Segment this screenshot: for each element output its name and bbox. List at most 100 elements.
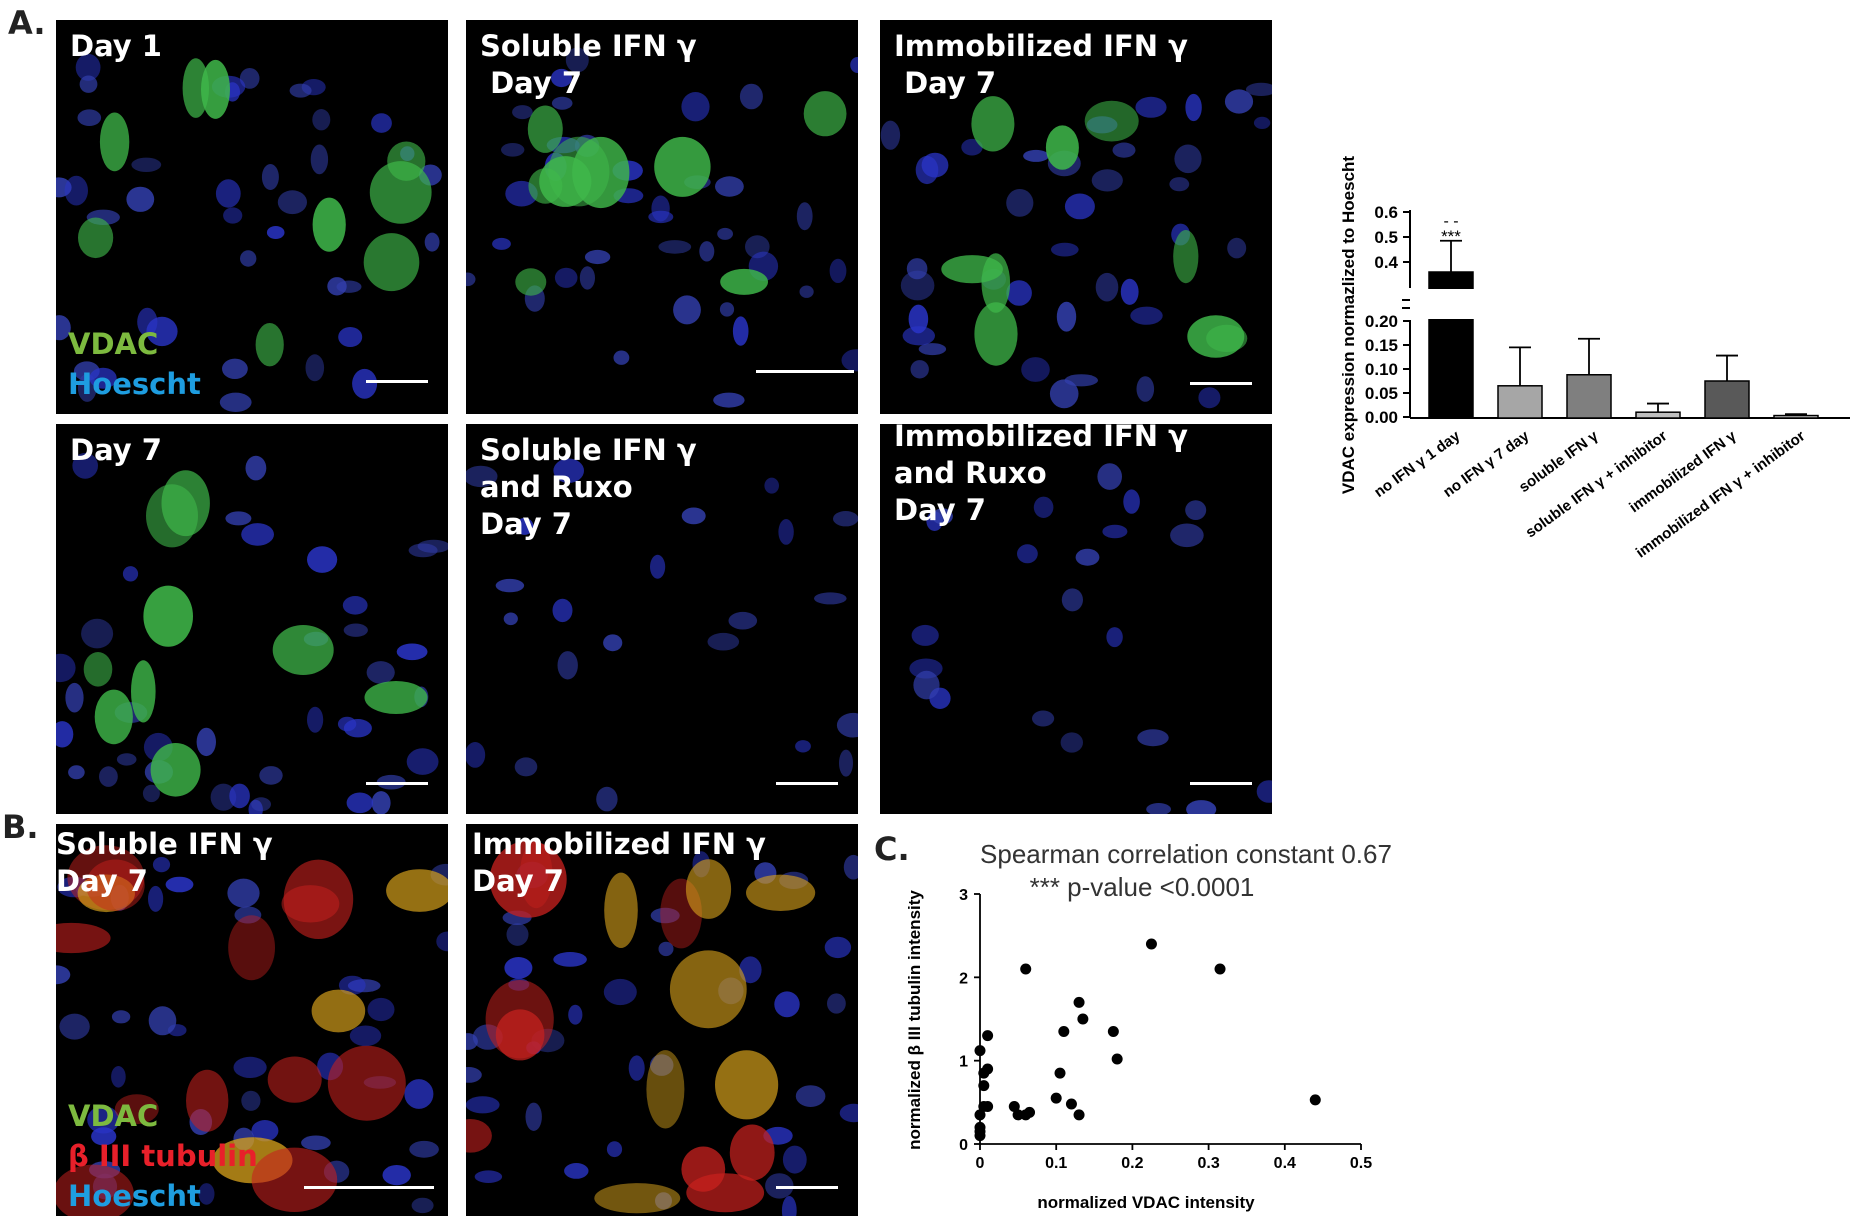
nucleus (1135, 96, 1167, 118)
nucleus (681, 507, 706, 525)
scale-bar (1190, 782, 1252, 785)
vdac-cell (1045, 125, 1079, 170)
nucleus (343, 623, 368, 637)
nucleus (681, 92, 710, 122)
tubulin-cell (56, 922, 111, 954)
tubulin-cell (669, 950, 747, 1029)
x-tick-label: 0 (976, 1155, 985, 1172)
nucleus (56, 315, 71, 341)
nucleus (64, 175, 88, 206)
nucleus (1227, 237, 1247, 259)
vdac-cell (720, 268, 768, 295)
nucleus (514, 757, 538, 777)
x-tick-label: 0.2 (1121, 1155, 1143, 1172)
nucleus (606, 1141, 623, 1158)
vdac-cell (654, 136, 711, 197)
vdac-cell (272, 625, 334, 675)
nucleus (1170, 523, 1204, 548)
vdac-cell (255, 323, 284, 367)
nucleus (843, 854, 858, 880)
nucleus (795, 1085, 826, 1107)
nucleus (732, 316, 749, 346)
micrograph-immobilized-day7: Immobilized IFN γ Day 7 (880, 20, 1272, 414)
nucleus (1006, 280, 1032, 306)
nucleus (796, 202, 813, 231)
micrograph-title: Soluble IFN γ and Ruxo Day 7 (480, 433, 697, 541)
nucleus (142, 784, 160, 803)
nucleus (99, 766, 118, 787)
nucleus (240, 250, 257, 267)
nucleus (1123, 489, 1140, 514)
nucleus (564, 1163, 589, 1179)
nucleus (918, 343, 947, 356)
nucleus (219, 392, 252, 412)
nucleus (841, 349, 858, 372)
micrograph-title: Soluble IFN γ Day 7 (480, 29, 697, 100)
x-axis-label: normalized VDAC intensity (1037, 1193, 1255, 1212)
scatter-point (982, 1101, 994, 1112)
nucleus (436, 931, 448, 952)
nucleus (658, 941, 674, 957)
panel-label-c: C. (874, 830, 910, 868)
x-tick-label: 0.5 (1350, 1155, 1372, 1172)
nucleus (829, 258, 847, 283)
nucleus (56, 721, 74, 748)
vdac-cell (974, 302, 1018, 366)
nucleus (116, 753, 137, 766)
nucleus (79, 75, 98, 93)
nucleus (239, 68, 260, 89)
nucleus (327, 277, 347, 296)
vdac-cell (528, 168, 563, 204)
nucleus (382, 1165, 411, 1186)
nucleus (346, 792, 373, 814)
nucleus (137, 307, 158, 337)
nucleus (466, 1067, 482, 1083)
nucleus (196, 727, 216, 757)
scatter-point (1111, 1053, 1123, 1065)
vdac-cell (387, 141, 426, 181)
nucleus (495, 578, 525, 593)
y-tick-label: 0.5 (1374, 228, 1398, 247)
scatter-point (1214, 963, 1226, 975)
nucleus (900, 270, 935, 301)
tubulin-cell (114, 1094, 159, 1125)
nucleus (312, 109, 331, 131)
nucleus (233, 1056, 267, 1078)
micrograph-title: Immobilized IFN γ Day 7 (894, 29, 1188, 100)
legend-vdac: VDAC (68, 327, 159, 361)
nucleus (466, 1096, 500, 1114)
nucleus (719, 302, 735, 317)
nucleus (338, 327, 363, 347)
scale-bar (776, 782, 838, 785)
cell-layer (466, 47, 858, 408)
nucleus (506, 923, 529, 946)
vdac-cell (515, 268, 547, 296)
nucleus (579, 266, 595, 290)
vdac-cell (83, 652, 113, 687)
nucleus (223, 207, 243, 224)
x-tick-label: 0.4 (1274, 1155, 1296, 1172)
legend-hoescht: Hoescht (68, 367, 201, 401)
nucleus (1106, 627, 1123, 648)
nucleus (1224, 89, 1254, 114)
micrograph-title: Immobilized IFN γ Day 7 (472, 827, 766, 898)
tubulin-cell (466, 1119, 492, 1153)
nucleus (1064, 374, 1098, 387)
nucleus (396, 643, 428, 661)
nucleus (774, 991, 800, 1018)
nucleus (111, 1010, 131, 1024)
axis-break-gap (1428, 289, 1474, 319)
nucleus (466, 742, 486, 768)
nucleus (707, 632, 740, 651)
scale-bar (304, 1186, 434, 1189)
nucleus (553, 952, 587, 967)
vdac-cell (1173, 230, 1199, 284)
nucleus (1017, 544, 1038, 564)
nucleus (658, 240, 692, 254)
nucleus (552, 598, 573, 623)
nucleus (554, 267, 578, 288)
nucleus (673, 295, 701, 325)
y-axis-label: VDAC expression normazlized to Hoescht (1339, 156, 1358, 495)
y-tick-label: 0.10 (1365, 360, 1398, 379)
nucleus (1146, 803, 1171, 814)
